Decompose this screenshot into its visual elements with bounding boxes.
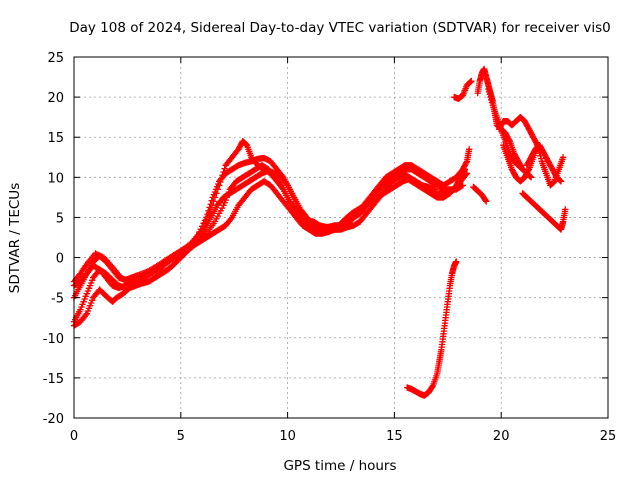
y-tick-label: 0: [56, 252, 64, 267]
data-point-marker: [466, 146, 473, 153]
x-tick-label: 5: [177, 429, 185, 444]
y-tick-label: 5: [56, 211, 64, 226]
y-tick-label: 10: [47, 171, 64, 186]
x-axis-label: GPS time / hours: [283, 458, 396, 474]
data-point-marker: [505, 136, 513, 144]
y-tick-label: -15: [43, 372, 64, 387]
series-track-7: [451, 77, 475, 102]
data-point-marker: [453, 258, 460, 265]
data-point-marker: [283, 180, 290, 188]
data-point-marker: [220, 168, 227, 176]
data-marks: [70, 65, 569, 399]
x-tick-label: 10: [279, 429, 296, 444]
data-point-marker: [210, 198, 217, 205]
series-track-12: [523, 142, 565, 185]
data-point-marker: [218, 175, 225, 182]
data-point-marker: [82, 311, 89, 319]
data-point-marker: [468, 77, 475, 85]
data-point-marker: [211, 194, 219, 201]
data-point-marker: [204, 212, 212, 220]
data-point-marker: [214, 186, 221, 193]
data-point-marker: [466, 79, 474, 86]
series-track-11: [495, 114, 567, 189]
data-point-marker: [216, 182, 223, 189]
data-point-marker: [276, 180, 284, 188]
data-point-marker: [200, 227, 207, 234]
data-point-marker: [221, 165, 228, 172]
data-point-marker: [227, 215, 235, 222]
data-point-marker: [217, 178, 224, 186]
x-tick-label: 15: [386, 429, 403, 444]
data-point-marker: [461, 166, 469, 173]
y-tick-label: -20: [43, 412, 64, 427]
series-track-6: [404, 258, 460, 399]
y-axis-label: SDTVAR / TECUs: [7, 183, 23, 293]
data-point-marker: [527, 174, 535, 181]
chart-title: Day 108 of 2024, Sidereal Day-to-day VTE…: [69, 20, 611, 36]
data-point-marker: [562, 206, 569, 213]
data-point-marker: [82, 271, 89, 279]
x-tick-label: 25: [600, 429, 617, 444]
y-tick-label: 20: [47, 91, 64, 106]
data-point-marker: [242, 140, 249, 148]
series-track-14: [470, 183, 490, 205]
data-point-marker: [219, 172, 226, 179]
data-point-marker: [483, 198, 490, 205]
data-point-marker: [550, 179, 557, 186]
plot-area-border: [73, 56, 609, 419]
data-point-marker: [463, 159, 470, 166]
data-point-marker: [459, 182, 466, 189]
data-point-marker: [525, 167, 532, 174]
series-track-13: [519, 190, 569, 233]
series-track-5: [70, 167, 439, 289]
y-tick-label: -10: [43, 332, 64, 347]
data-point-marker: [556, 176, 563, 184]
y-tick-label: -5: [51, 292, 64, 307]
data-point-marker: [213, 190, 220, 197]
grid: [74, 57, 608, 418]
data-point-marker: [431, 186, 439, 193]
data-point-marker: [557, 178, 565, 185]
data-point-marker: [482, 197, 489, 204]
y-tick-label: 15: [47, 131, 64, 146]
series-track-4: [70, 166, 469, 329]
data-point-marker: [92, 250, 99, 257]
x-tick-label: 20: [493, 429, 510, 444]
y-tick-label: 25: [47, 51, 64, 66]
axis-ticks: 0 5 10 15 20 25 -20 -15 -10 -5 0 5 10 15 20 25: [43, 51, 617, 444]
data-point-marker: [461, 167, 468, 174]
x-tick-label: 0: [70, 429, 78, 444]
data-point-marker: [559, 154, 567, 161]
